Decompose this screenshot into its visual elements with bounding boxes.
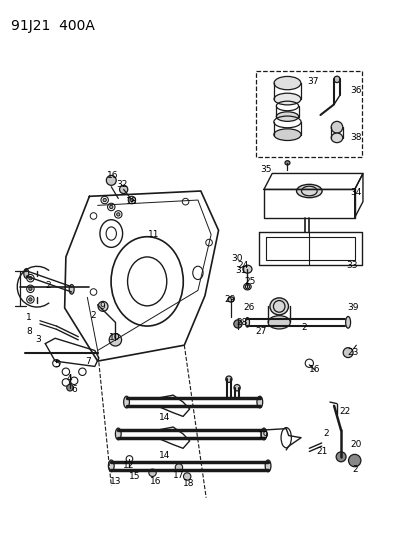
Circle shape [342,348,352,358]
Circle shape [28,277,32,280]
Text: 24: 24 [237,261,248,270]
Circle shape [116,213,120,216]
Text: 34: 34 [350,188,361,197]
Text: 9: 9 [99,302,104,311]
Ellipse shape [269,298,288,315]
Ellipse shape [242,265,252,273]
Text: 2: 2 [351,465,357,474]
Text: 33: 33 [346,261,357,270]
Text: 20: 20 [350,440,361,449]
Text: 23: 23 [347,348,358,357]
Circle shape [119,185,128,193]
Circle shape [183,473,190,480]
Ellipse shape [261,428,266,440]
Text: 32: 32 [116,180,127,189]
Text: 16: 16 [150,478,161,486]
Text: 5: 5 [55,360,60,369]
Circle shape [348,454,360,467]
Ellipse shape [284,161,289,165]
Circle shape [233,320,242,328]
Circle shape [335,452,345,462]
Ellipse shape [225,376,231,382]
Ellipse shape [330,122,342,133]
Text: 11: 11 [147,230,159,239]
Text: 1: 1 [26,312,31,321]
Text: 22: 22 [339,407,350,416]
Text: 25: 25 [244,277,255,286]
Text: 39: 39 [347,303,358,312]
Text: 18: 18 [126,197,137,206]
Text: 37: 37 [307,77,318,86]
Text: 2: 2 [300,323,306,332]
Circle shape [66,384,73,391]
Text: 36: 36 [350,85,361,94]
Circle shape [106,175,116,185]
Text: 6: 6 [71,385,77,394]
Text: 15: 15 [129,472,140,481]
Ellipse shape [24,269,28,278]
Text: 26: 26 [243,303,254,312]
Circle shape [148,469,156,477]
Circle shape [28,298,32,301]
Circle shape [103,198,106,201]
Text: 10: 10 [109,333,120,342]
Ellipse shape [345,317,350,328]
Circle shape [28,287,32,290]
Text: 13: 13 [109,478,121,486]
Text: 2: 2 [45,280,51,289]
Ellipse shape [108,460,114,472]
Ellipse shape [268,316,290,329]
Text: 4: 4 [66,374,72,383]
Circle shape [109,334,121,346]
Text: 21: 21 [315,447,327,456]
Ellipse shape [123,396,129,408]
Text: 8: 8 [26,327,31,336]
Ellipse shape [233,384,240,391]
Text: 2: 2 [90,311,96,320]
Ellipse shape [273,129,300,141]
Text: 35: 35 [259,165,271,174]
Text: 30: 30 [230,254,242,263]
Text: 19: 19 [258,431,269,440]
Text: 2: 2 [322,430,328,439]
Ellipse shape [265,460,270,472]
Ellipse shape [273,93,300,105]
Bar [255,71,361,157]
Ellipse shape [115,428,121,440]
Text: 17: 17 [173,471,184,480]
Text: 38: 38 [350,133,361,142]
Circle shape [130,198,133,201]
Ellipse shape [330,133,342,143]
Text: 16: 16 [107,171,119,180]
Ellipse shape [227,297,233,302]
Text: 28: 28 [236,318,247,327]
Ellipse shape [333,76,339,83]
Text: 18: 18 [182,479,194,488]
Text: 7: 7 [85,357,91,366]
Text: 29: 29 [224,295,236,304]
Text: 14: 14 [159,413,170,422]
Ellipse shape [256,396,262,408]
Text: 31: 31 [235,266,246,275]
Ellipse shape [245,318,249,327]
Circle shape [175,464,182,471]
Text: 27: 27 [255,327,266,336]
Text: 3: 3 [35,335,40,344]
Ellipse shape [275,112,298,122]
Ellipse shape [296,184,321,198]
Ellipse shape [69,285,74,294]
Circle shape [98,302,108,311]
Text: 16: 16 [309,365,320,374]
Circle shape [109,205,113,208]
Text: 91J21  400A: 91J21 400A [11,19,94,33]
Ellipse shape [273,76,300,90]
Text: 12: 12 [123,462,134,470]
Text: 14: 14 [159,451,170,461]
